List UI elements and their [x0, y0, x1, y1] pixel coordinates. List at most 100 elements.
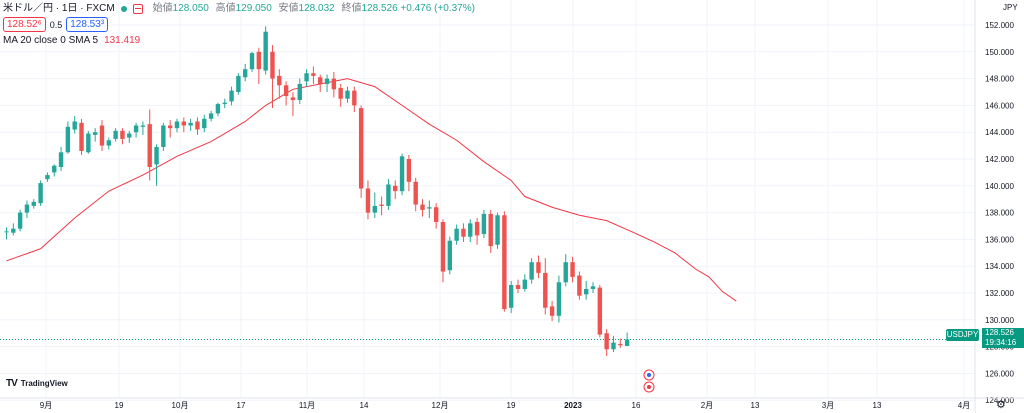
event-markers[interactable] [643, 369, 655, 393]
time-tick-label: 10月 [172, 401, 189, 410]
candle-body [454, 228, 459, 241]
change-value: +0.476 (+0.37%) [400, 3, 475, 14]
candle-body [413, 181, 418, 205]
candle-body [52, 165, 57, 173]
price-axis[interactable]: 152.000 150.000 148.000 146.000 144.000 142.0… [974, 0, 1014, 413]
time-tick-label: 9月 [40, 401, 52, 410]
settings-gear-icon[interactable]: ⚙ [996, 399, 1006, 411]
candle-body [4, 231, 9, 233]
close-value: 128.526 [361, 3, 398, 14]
indicator-legend[interactable]: MA 20 close 0 SMA 5 131.419 [3, 34, 140, 48]
candle [256, 47, 262, 84]
time-tick-label: 2月 [701, 401, 713, 410]
candle [277, 69, 282, 99]
indicator-title: MA 20 close 0 SMA 5 [3, 35, 99, 46]
candle-body [249, 53, 255, 70]
candle-body [147, 124, 152, 168]
candle [86, 130, 91, 154]
candle [318, 74, 323, 92]
candle [133, 122, 139, 138]
buy-button[interactable]: 128.53³ [66, 17, 109, 32]
candle [468, 219, 473, 243]
candle [52, 164, 57, 177]
candle-body [427, 207, 432, 209]
price-tick-label: 146.000 [985, 101, 1014, 110]
candle [154, 144, 159, 186]
candle [495, 212, 500, 249]
candle-body [597, 287, 603, 335]
candle-body [488, 213, 493, 247]
candle [331, 71, 337, 98]
candle [4, 227, 9, 240]
candle [113, 128, 118, 142]
time-axis[interactable]: 9月 19 10月 17 11月 14 12月 19 2023 16 2月 13 3月 13 4月 [0, 397, 1024, 410]
last-price-value: 128.526 [985, 328, 1014, 337]
candle [474, 217, 480, 245]
time-tick-label: 2023 [564, 401, 582, 410]
candle [358, 105, 364, 198]
candle [127, 130, 132, 143]
candle [481, 209, 487, 239]
candle [611, 335, 616, 352]
candle-body [17, 212, 23, 229]
price-tick-label: 152.000 [985, 21, 1014, 30]
candle-body [406, 159, 412, 182]
candle-body [195, 121, 200, 130]
candle-body [508, 284, 514, 308]
candle [38, 180, 43, 206]
candle [563, 254, 568, 287]
candle-body [495, 215, 500, 245]
candle-body [113, 130, 118, 139]
candle [597, 284, 603, 338]
candle [352, 86, 357, 113]
candle-body [549, 306, 555, 316]
economic-event-flag-icon[interactable] [643, 369, 655, 381]
symbol-title[interactable]: 米ドル／円 · 1日 · FXCM [3, 3, 115, 14]
price-tick-label: 132.000 [985, 289, 1014, 298]
candle-body [352, 90, 357, 106]
candle-body [447, 240, 452, 271]
price-tick-label: 124.000 [985, 396, 1014, 405]
candle-body [331, 78, 337, 90]
candle [624, 332, 630, 347]
candle-body [222, 102, 227, 105]
time-tick-label: 11月 [299, 401, 315, 410]
grid-lines [0, 0, 975, 401]
candle-body [58, 152, 64, 168]
time-tick-label: 13 [751, 401, 760, 410]
candle-body [304, 73, 309, 82]
time-tick-label: 4月 [958, 401, 970, 410]
candle [181, 117, 187, 133]
candle-body [386, 184, 391, 206]
candle [58, 146, 64, 172]
sell-button[interactable]: 128.52⁶ [3, 17, 46, 32]
candle [618, 338, 623, 348]
candle-body [106, 140, 111, 146]
earnings-event-icon[interactable] [643, 381, 655, 393]
candle-body [461, 228, 466, 237]
candle [515, 279, 521, 293]
event-marker-dot [647, 373, 651, 377]
candle [338, 83, 343, 107]
hide-icon[interactable] [132, 4, 143, 14]
candle [345, 86, 350, 103]
time-tick-label: 13 [873, 401, 882, 410]
candle-body [188, 122, 193, 126]
candle [488, 209, 493, 253]
candle [92, 128, 98, 142]
candle [304, 69, 309, 87]
candle-body [556, 282, 562, 316]
candle [120, 128, 125, 145]
candle-body [536, 262, 541, 273]
candle [202, 114, 207, 133]
candle [222, 98, 227, 109]
candle-body [433, 207, 439, 222]
candle [311, 66, 316, 84]
candle-body [604, 333, 609, 350]
candle [522, 274, 528, 292]
last-symbol-label: USDJPY [946, 329, 979, 341]
candle-body [372, 205, 377, 213]
tradingview-logo[interactable]: TV TradingView [6, 378, 68, 389]
candle [549, 301, 555, 322]
